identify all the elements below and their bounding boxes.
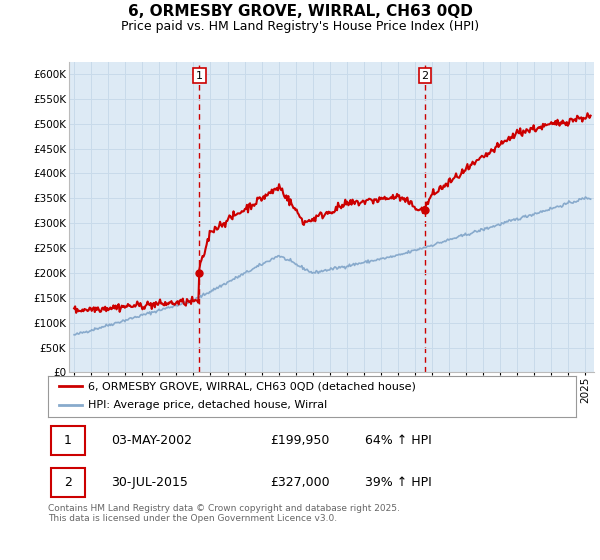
Text: 1: 1 [64,433,72,447]
Text: 03-MAY-2002: 03-MAY-2002 [112,433,193,447]
Point [194,268,204,277]
Text: 6, ORMESBY GROVE, WIRRAL, CH63 0QD: 6, ORMESBY GROVE, WIRRAL, CH63 0QD [128,4,472,19]
Text: 1: 1 [196,71,203,81]
FancyBboxPatch shape [50,468,85,497]
Text: 2: 2 [64,475,72,489]
Text: 2: 2 [421,71,428,81]
Text: HPI: Average price, detached house, Wirral: HPI: Average price, detached house, Wirr… [88,400,327,410]
Text: 64% ↑ HPI: 64% ↑ HPI [365,433,431,447]
Text: Contains HM Land Registry data © Crown copyright and database right 2025.
This d: Contains HM Land Registry data © Crown c… [48,504,400,524]
Text: £327,000: £327,000 [270,475,329,489]
FancyBboxPatch shape [50,426,85,455]
Text: £199,950: £199,950 [270,433,329,447]
Text: 30-JUL-2015: 30-JUL-2015 [112,475,188,489]
Text: 39% ↑ HPI: 39% ↑ HPI [365,475,431,489]
Text: 6, ORMESBY GROVE, WIRRAL, CH63 0QD (detached house): 6, ORMESBY GROVE, WIRRAL, CH63 0QD (deta… [88,381,415,391]
Point [420,206,430,214]
Text: Price paid vs. HM Land Registry's House Price Index (HPI): Price paid vs. HM Land Registry's House … [121,20,479,33]
